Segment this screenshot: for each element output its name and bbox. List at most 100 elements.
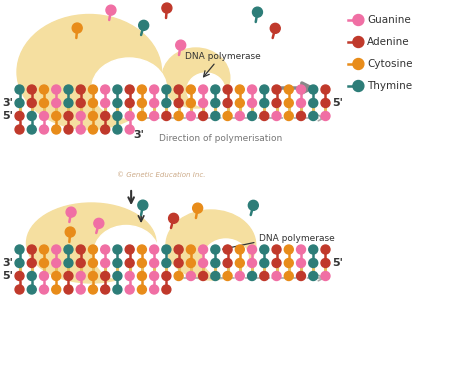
Circle shape <box>52 125 61 134</box>
Circle shape <box>125 112 134 121</box>
Circle shape <box>100 245 109 254</box>
Circle shape <box>100 259 109 267</box>
Circle shape <box>321 85 330 94</box>
Circle shape <box>113 245 122 254</box>
Circle shape <box>297 85 306 94</box>
Circle shape <box>65 227 75 237</box>
Circle shape <box>174 85 183 94</box>
Circle shape <box>39 272 48 280</box>
Circle shape <box>106 5 116 15</box>
Circle shape <box>39 259 48 267</box>
Circle shape <box>297 112 306 121</box>
Circle shape <box>137 259 146 267</box>
Circle shape <box>297 259 306 267</box>
Circle shape <box>162 112 171 121</box>
Circle shape <box>162 3 172 13</box>
Circle shape <box>27 285 36 294</box>
Circle shape <box>137 285 146 294</box>
Text: DNA polymerase: DNA polymerase <box>185 51 261 61</box>
Text: 3': 3' <box>3 258 14 268</box>
Circle shape <box>76 259 85 267</box>
Text: 5': 5' <box>3 111 14 121</box>
Circle shape <box>89 85 98 94</box>
Circle shape <box>39 285 48 294</box>
Circle shape <box>297 99 306 108</box>
Circle shape <box>247 245 256 254</box>
Circle shape <box>76 285 85 294</box>
Ellipse shape <box>17 15 162 129</box>
Circle shape <box>137 112 146 121</box>
Circle shape <box>199 272 208 280</box>
Circle shape <box>321 272 330 280</box>
Circle shape <box>272 99 281 108</box>
Circle shape <box>89 285 98 294</box>
Circle shape <box>162 245 171 254</box>
Circle shape <box>27 112 36 121</box>
Circle shape <box>235 112 244 121</box>
Text: 5': 5' <box>332 258 343 268</box>
Circle shape <box>284 99 293 108</box>
Circle shape <box>52 99 61 108</box>
Circle shape <box>15 99 24 108</box>
Circle shape <box>309 85 318 94</box>
Circle shape <box>52 245 61 254</box>
Circle shape <box>76 112 85 121</box>
Text: © Genetic Education Inc.: © Genetic Education Inc. <box>117 172 205 178</box>
Circle shape <box>27 85 36 94</box>
Circle shape <box>150 85 159 94</box>
Circle shape <box>64 85 73 94</box>
Circle shape <box>353 36 364 48</box>
Circle shape <box>39 112 48 121</box>
Circle shape <box>353 80 364 92</box>
Circle shape <box>137 99 146 108</box>
Circle shape <box>27 272 36 280</box>
Circle shape <box>76 85 85 94</box>
Circle shape <box>309 112 318 121</box>
Circle shape <box>309 99 318 108</box>
Circle shape <box>27 245 36 254</box>
Circle shape <box>66 207 76 217</box>
Circle shape <box>199 85 208 94</box>
Circle shape <box>125 125 134 134</box>
Circle shape <box>211 272 220 280</box>
Circle shape <box>52 272 61 280</box>
Circle shape <box>284 112 293 121</box>
Circle shape <box>125 259 134 267</box>
Text: 3': 3' <box>133 130 144 140</box>
Text: Adenine: Adenine <box>367 37 410 47</box>
Circle shape <box>162 259 171 267</box>
Circle shape <box>174 112 183 121</box>
Circle shape <box>27 259 36 267</box>
Circle shape <box>89 272 98 280</box>
Circle shape <box>248 201 258 210</box>
Circle shape <box>260 112 269 121</box>
Circle shape <box>39 85 48 94</box>
Circle shape <box>309 245 318 254</box>
Circle shape <box>174 259 183 267</box>
Ellipse shape <box>27 203 156 283</box>
Circle shape <box>64 112 73 121</box>
Circle shape <box>260 85 269 94</box>
Circle shape <box>72 23 82 33</box>
Circle shape <box>39 99 48 108</box>
Circle shape <box>125 99 134 108</box>
Circle shape <box>137 272 146 280</box>
Circle shape <box>199 99 208 108</box>
Circle shape <box>89 112 98 121</box>
Circle shape <box>89 99 98 108</box>
Circle shape <box>113 112 122 121</box>
Circle shape <box>162 99 171 108</box>
Circle shape <box>150 272 159 280</box>
Circle shape <box>260 99 269 108</box>
Circle shape <box>113 99 122 108</box>
Circle shape <box>15 112 24 121</box>
Circle shape <box>39 245 48 254</box>
Circle shape <box>309 259 318 267</box>
Circle shape <box>64 245 73 254</box>
Circle shape <box>113 259 122 267</box>
Circle shape <box>27 125 36 134</box>
Circle shape <box>15 259 24 267</box>
Circle shape <box>139 20 149 31</box>
Circle shape <box>113 285 122 294</box>
Circle shape <box>174 272 183 280</box>
